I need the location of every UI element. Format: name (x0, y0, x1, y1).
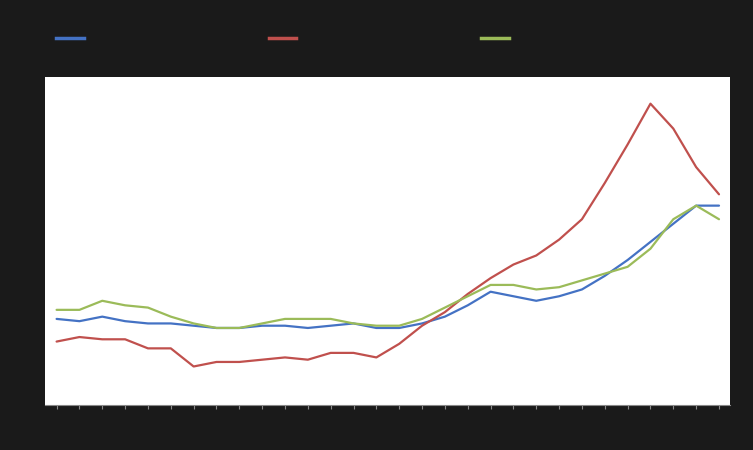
Legend: , , : , , (51, 27, 524, 50)
